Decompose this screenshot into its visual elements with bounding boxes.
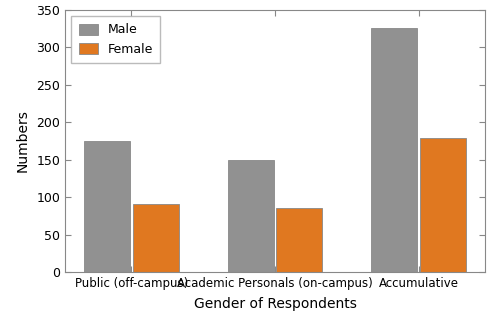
Bar xyxy=(420,138,466,272)
X-axis label: Gender of Respondents: Gender of Respondents xyxy=(194,297,356,311)
Legend: Male, Female: Male, Female xyxy=(72,16,160,63)
Bar xyxy=(276,208,322,272)
Bar xyxy=(228,160,274,272)
Bar xyxy=(371,29,417,272)
Y-axis label: Numbers: Numbers xyxy=(16,110,30,172)
Bar xyxy=(84,141,130,272)
Bar xyxy=(133,204,179,272)
